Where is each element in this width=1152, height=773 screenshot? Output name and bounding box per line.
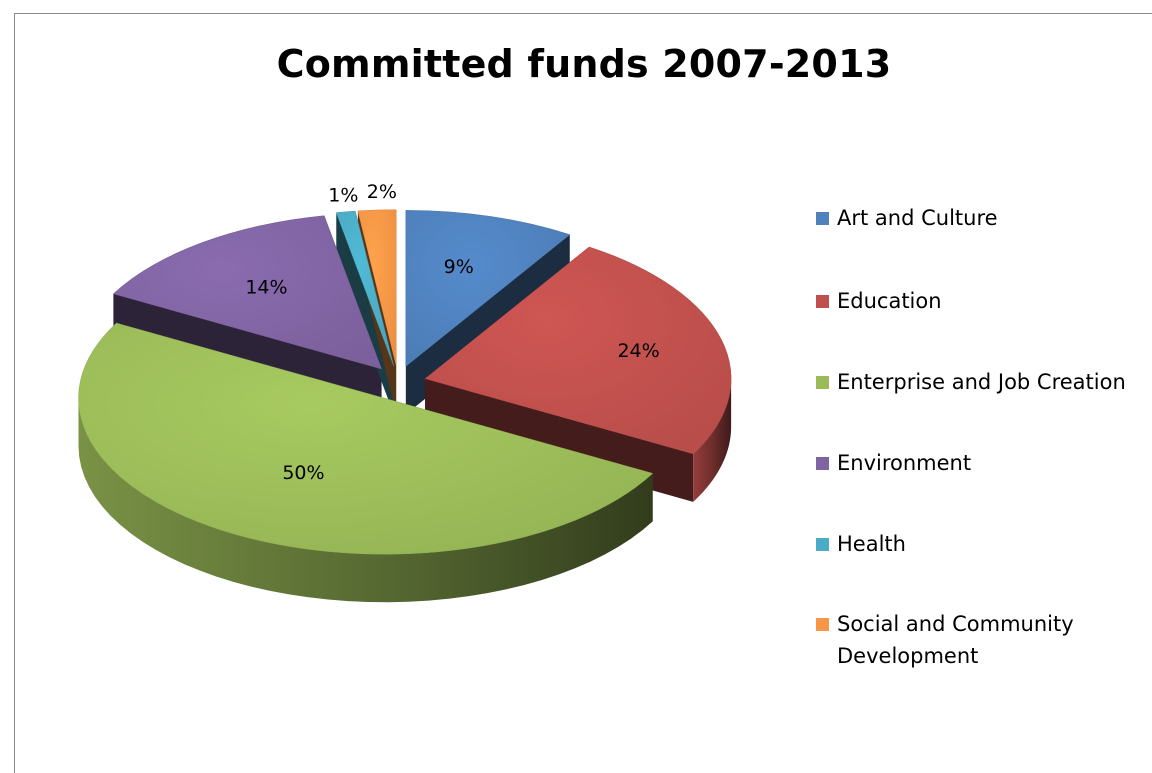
legend-swatch-education [816,295,829,308]
legend-swatch-enterprise-and-job-creation [816,376,829,389]
legend-label: Enterprise and Job Creation [837,370,1126,394]
legend-label: Education [837,289,942,313]
legend-label: Health [837,532,906,556]
data-label-environment: 14% [245,277,287,299]
legend-label: Social and Community Development [837,612,1074,668]
pie-slice-enterprise-and-job-creation [78,322,654,555]
legend-item-art-and-culture: Art and Culture [816,202,1143,234]
pie-slice-environment [112,215,382,370]
slice-outer-wall-enterprise-and-job-creation [78,398,653,603]
slice-outer-wall-education [693,378,732,502]
legend-item-social-and-community-development: Social and Community Development [816,608,1143,672]
legend-item-enterprise-and-job-creation: Enterprise and Job Creation [816,366,1143,398]
pie-slice-health [335,210,394,366]
legend-swatch-social-and-community-development [816,618,829,631]
data-label-education: 24% [617,340,659,362]
pie-outer-walls [78,378,732,603]
chart-title: Committed funds 2007-2013 [276,42,892,86]
data-labels: 9% 24% 50% 14% 1% 2% [245,181,659,484]
legend-item-education: Education [816,285,1143,317]
data-label-enterprise-and-job-creation: 50% [282,462,324,484]
data-label-art-and-culture: 9% [444,256,474,278]
legend-label: Environment [837,451,972,475]
legend-swatch-art-and-culture [816,212,829,225]
data-label-health: 1% [328,185,358,207]
legend-item-environment: Environment [816,447,1143,479]
data-label-social-and-community-development: 2% [367,181,397,203]
pie-slice-education [424,246,732,455]
legend-swatch-health [816,538,829,551]
pie-slice-art-and-culture [405,210,571,367]
legend-swatch-environment [816,457,829,470]
pie-chart: 9% 24% 50% 14% 1% 2% [78,181,732,603]
legend-label: Art and Culture [837,206,998,230]
pie-slices [78,209,732,555]
legend-item-health: Health [816,528,1143,560]
pie-slice-social-and-community-development [357,209,397,366]
